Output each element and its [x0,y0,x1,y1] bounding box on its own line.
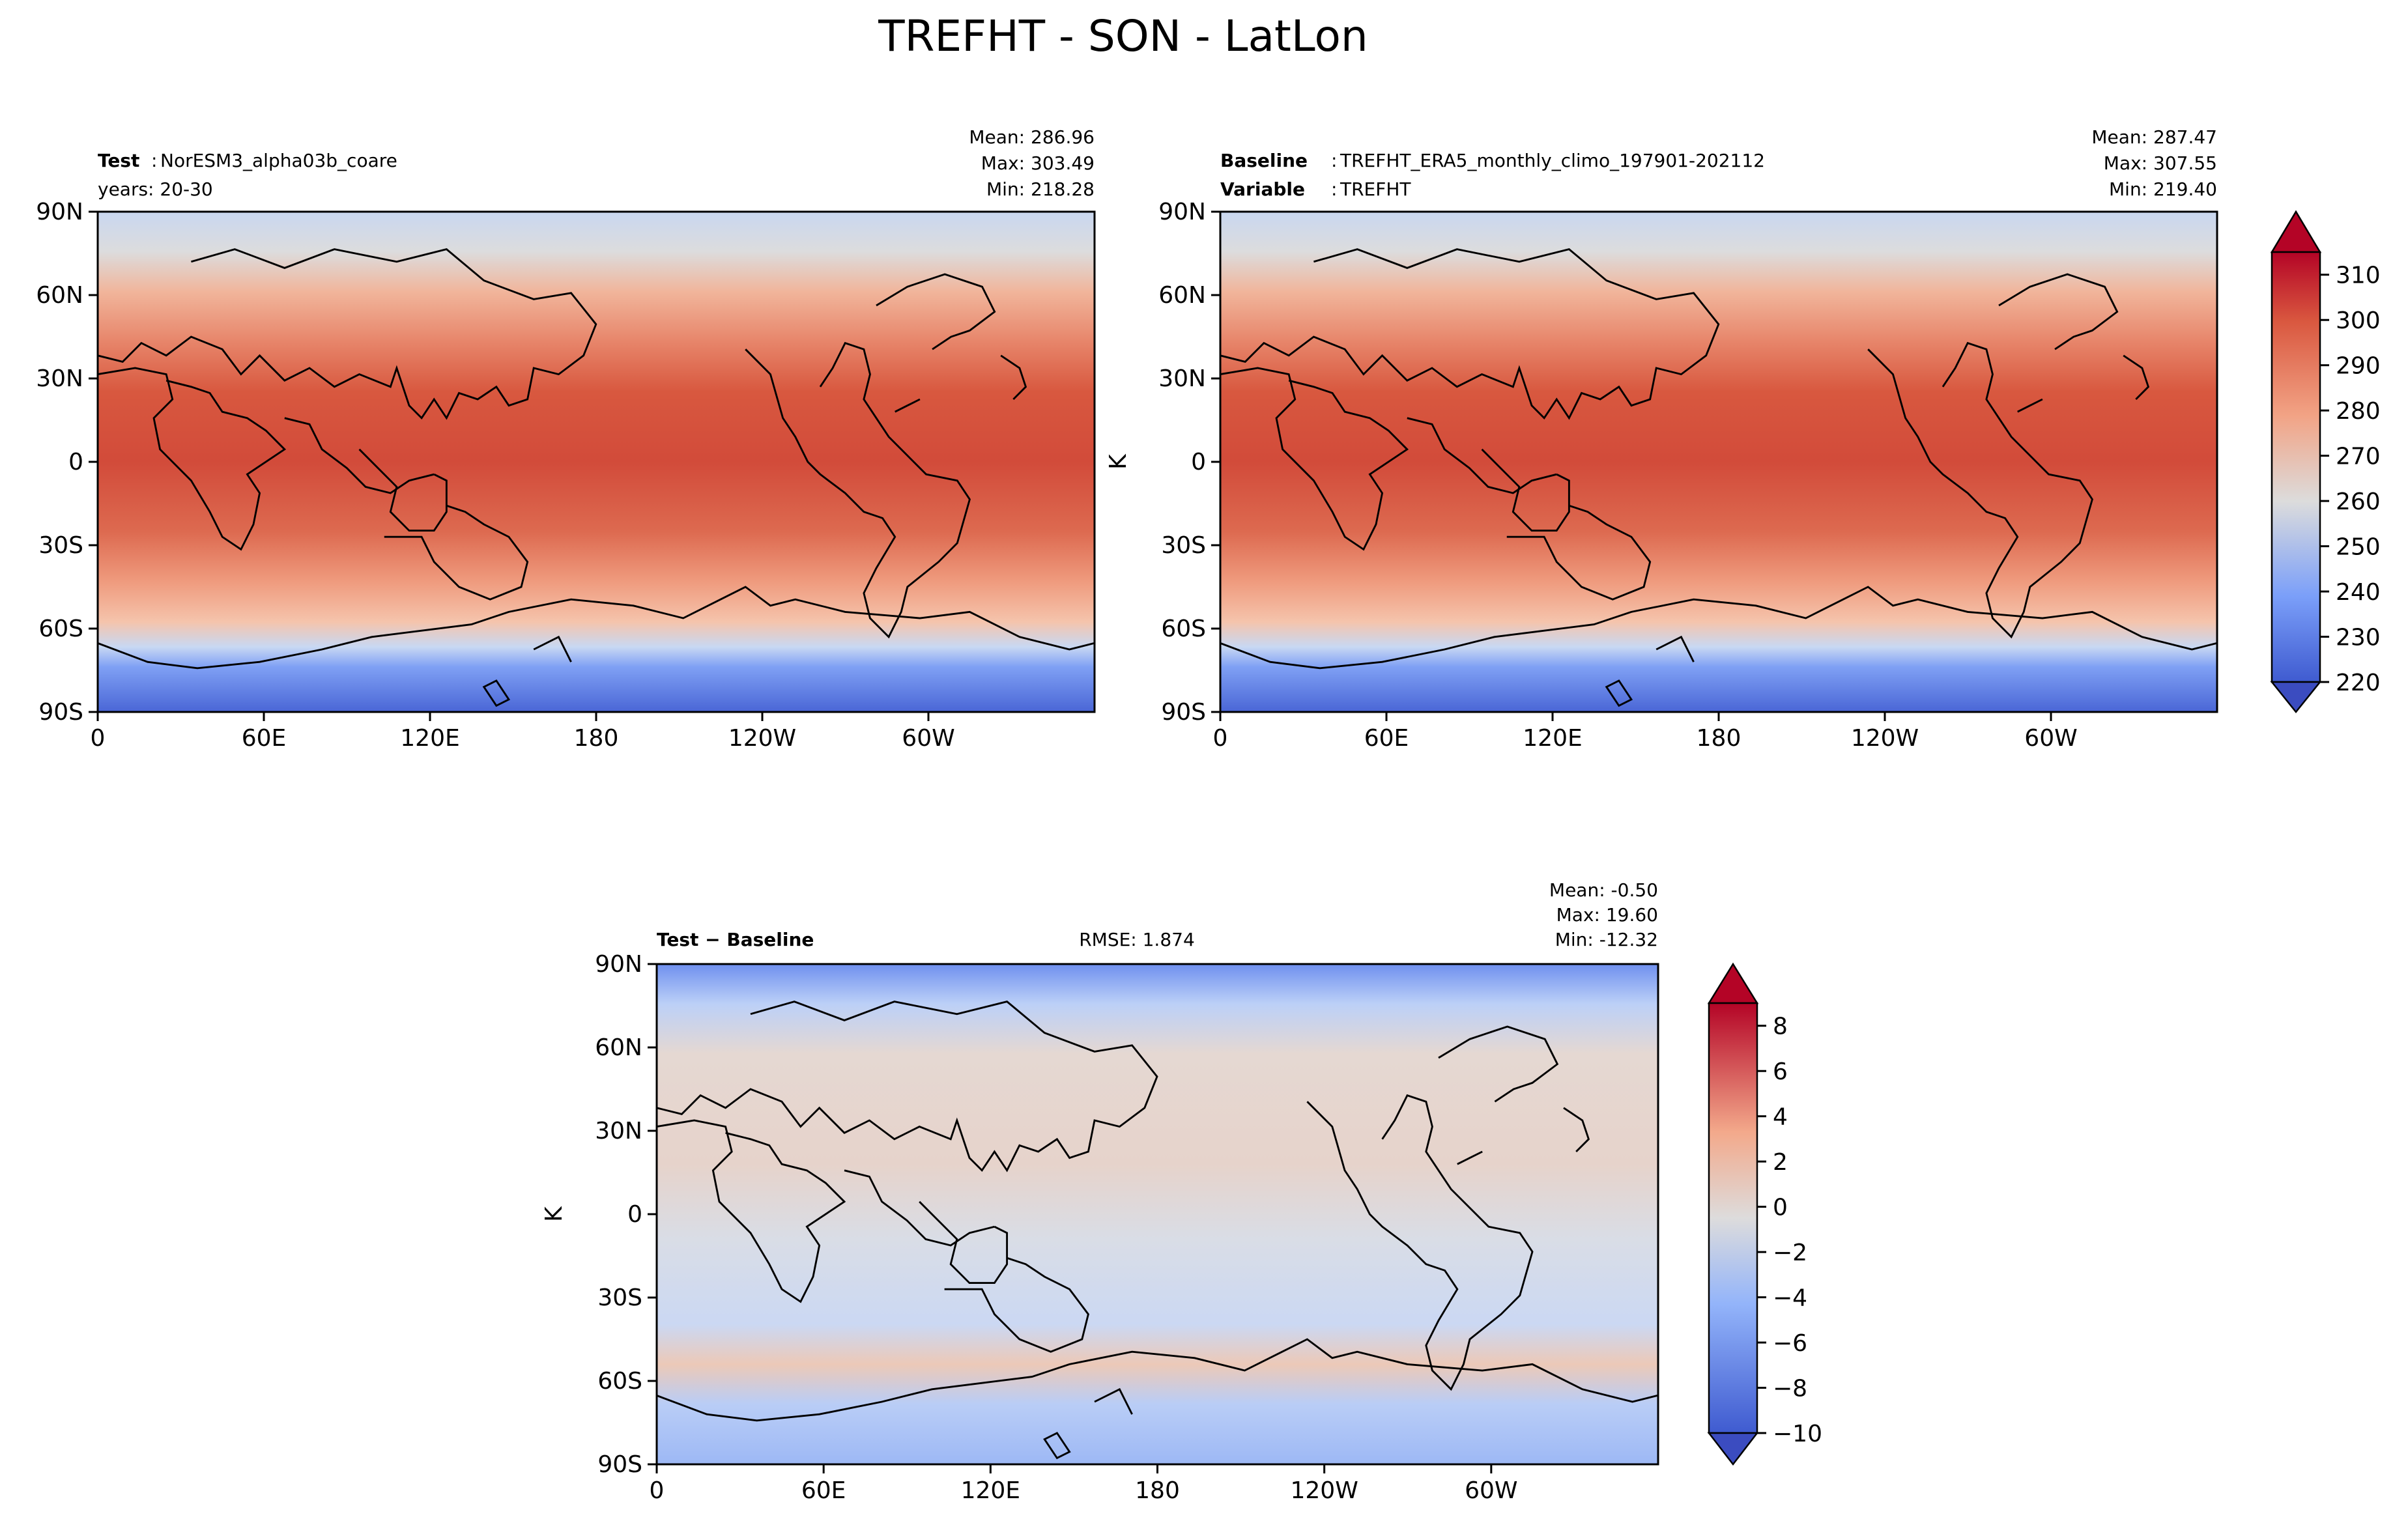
y-tick-label: 0 [68,449,83,476]
panel-diff: 0 60E 120E 180 120W 60W 90N 60N 30N 0 30S 60S 90S [595,951,1659,1504]
colorbar-tick-label: −8 [1773,1376,1807,1402]
x-tick-label: 120E [1523,725,1582,752]
test-field [98,212,1095,712]
colorbar-tick-label: 240 [2336,579,2381,606]
diff-min: Min: -12.32 [1555,929,1658,950]
diff-rmse: RMSE: 1.874 [1079,929,1195,950]
baseline-variable-label: Variable [1220,178,1305,200]
colorbar-diff-body [1708,1002,1758,1434]
baseline-max: Max: 307.55 [2104,152,2217,174]
diff-label: Test − Baseline [657,929,814,950]
panel-baseline: 0 60E 120E 180 120W 60W 90N 60N 30N 0 30S 60S 90S [1158,199,2218,752]
y-tick-label: 60S [1161,616,1206,642]
test-label: Test [98,150,139,171]
y-tick-label: 60N [1158,282,1206,309]
colorbar-tick-label: −6 [1773,1330,1807,1357]
x-tick-label: 60E [801,1477,846,1504]
colorbar-abs: 220 230 240 250 260 270 280 290 300 310 [2270,210,2381,713]
colorbar-tick-label: −2 [1773,1240,1807,1266]
baseline-ylabel: K [1105,453,1132,470]
x-tick-label: 60W [1465,1477,1517,1504]
x-tick-label: 60E [242,725,287,752]
y-tick-label: 60N [36,282,83,309]
baseline-dataset: TREFHT_ERA5_monthly_climo_197901-202112 [1340,150,1765,171]
y-tick-label: 30N [1158,365,1206,392]
y-tick-label: 30N [595,1118,642,1144]
test-mean: Mean: 286.96 [969,126,1095,148]
test-years: years: 20-30 [98,178,213,200]
x-tick-label: 120W [1851,725,1919,752]
colorbar-abs-extend-top [2270,210,2322,253]
figure-title: TREFHT - SON - LatLon [878,11,1368,61]
colorbar-tick-label: 220 [2336,670,2381,696]
colorbar-tick-label: 260 [2336,489,2381,515]
colorbar-diff: −10 −8 −6 −4 −2 0 2 4 6 8 [1707,962,1822,1466]
x-tick-label: 120W [1291,1477,1358,1504]
y-tick-label: 90N [595,951,642,978]
colorbar-diff-extend-bottom [1707,1432,1759,1466]
x-tick-label: 180 [1697,725,1742,752]
colorbar-tick-label: 250 [2336,534,2381,561]
test-case-name: NorESM3_alpha03b_coare [160,150,397,171]
y-tick-label: 0 [627,1201,642,1228]
y-tick-label: 30S [597,1285,642,1311]
y-tick-label: 30S [1161,532,1206,559]
colorbar-tick-label: −4 [1773,1285,1807,1312]
baseline-mean: Mean: 287.47 [2091,126,2217,148]
diff-ylabel: K [541,1206,567,1222]
colorbar-tick-label: −10 [1773,1421,1822,1447]
x-tick-label: 0 [1213,725,1228,752]
x-tick-label: 180 [574,725,619,752]
x-tick-label: 120W [728,725,796,752]
colorbar-tick-label: 290 [2336,353,2381,380]
y-tick-label: 0 [1191,449,1206,476]
baseline-label-separator: : [1331,150,1337,171]
baseline-variable-separator: : [1331,178,1337,200]
x-tick-label: 120E [400,725,459,752]
panel-test: 0 60E 120E 180 120W 60W 90N 60N 30N 0 30S 60S 90S [36,199,1096,752]
colorbar-tick-label: 4 [1773,1104,1788,1131]
test-max: Max: 303.49 [981,152,1095,174]
baseline-field [1220,212,2217,712]
y-tick-label: 90S [1161,699,1206,726]
test-label-separator: : [151,150,157,171]
y-tick-label: 90N [1158,199,1206,225]
x-tick-label: 120E [961,1477,1020,1504]
colorbar-tick-label: 8 [1773,1014,1788,1040]
x-tick-label: 60E [1364,725,1409,752]
y-tick-label: 30S [38,532,83,559]
colorbar-tick-label: 0 [1773,1195,1788,1221]
x-tick-label: 60W [902,725,954,752]
diff-max: Max: 19.60 [1556,904,1658,926]
colorbar-tick-label: 6 [1773,1058,1788,1085]
colorbar-tick-label: 2 [1773,1149,1788,1176]
y-tick-label: 60S [597,1368,642,1395]
colorbar-diff-extend-top [1707,962,1759,1004]
colorbar-abs-extend-bottom [2270,681,2322,713]
y-tick-label: 60N [595,1034,642,1061]
baseline-variable: TREFHT [1340,178,1411,200]
diff-field [657,964,1658,1464]
baseline-min: Min: 219.40 [2109,178,2217,200]
y-tick-label: 90S [38,699,83,726]
colorbar-tick-label: 270 [2336,444,2381,470]
colorbar-tick-label: 280 [2336,398,2381,425]
colorbar-tick-label: 300 [2336,307,2381,334]
test-min: Min: 218.28 [986,178,1095,200]
y-tick-label: 90N [36,199,83,225]
y-tick-label: 90S [597,1451,642,1478]
x-tick-label: 180 [1135,1477,1180,1504]
x-tick-label: 60W [2024,725,2077,752]
diff-mean: Mean: -0.50 [1549,879,1658,901]
y-tick-label: 30N [36,365,83,392]
baseline-label: Baseline [1220,150,1308,171]
colorbar-tick-label: 230 [2336,625,2381,651]
x-tick-label: 0 [650,1477,665,1504]
y-tick-label: 60S [38,616,83,642]
x-tick-label: 0 [91,725,106,752]
colorbar-tick-label: 310 [2336,263,2381,289]
colorbar-abs-body [2271,251,2321,683]
